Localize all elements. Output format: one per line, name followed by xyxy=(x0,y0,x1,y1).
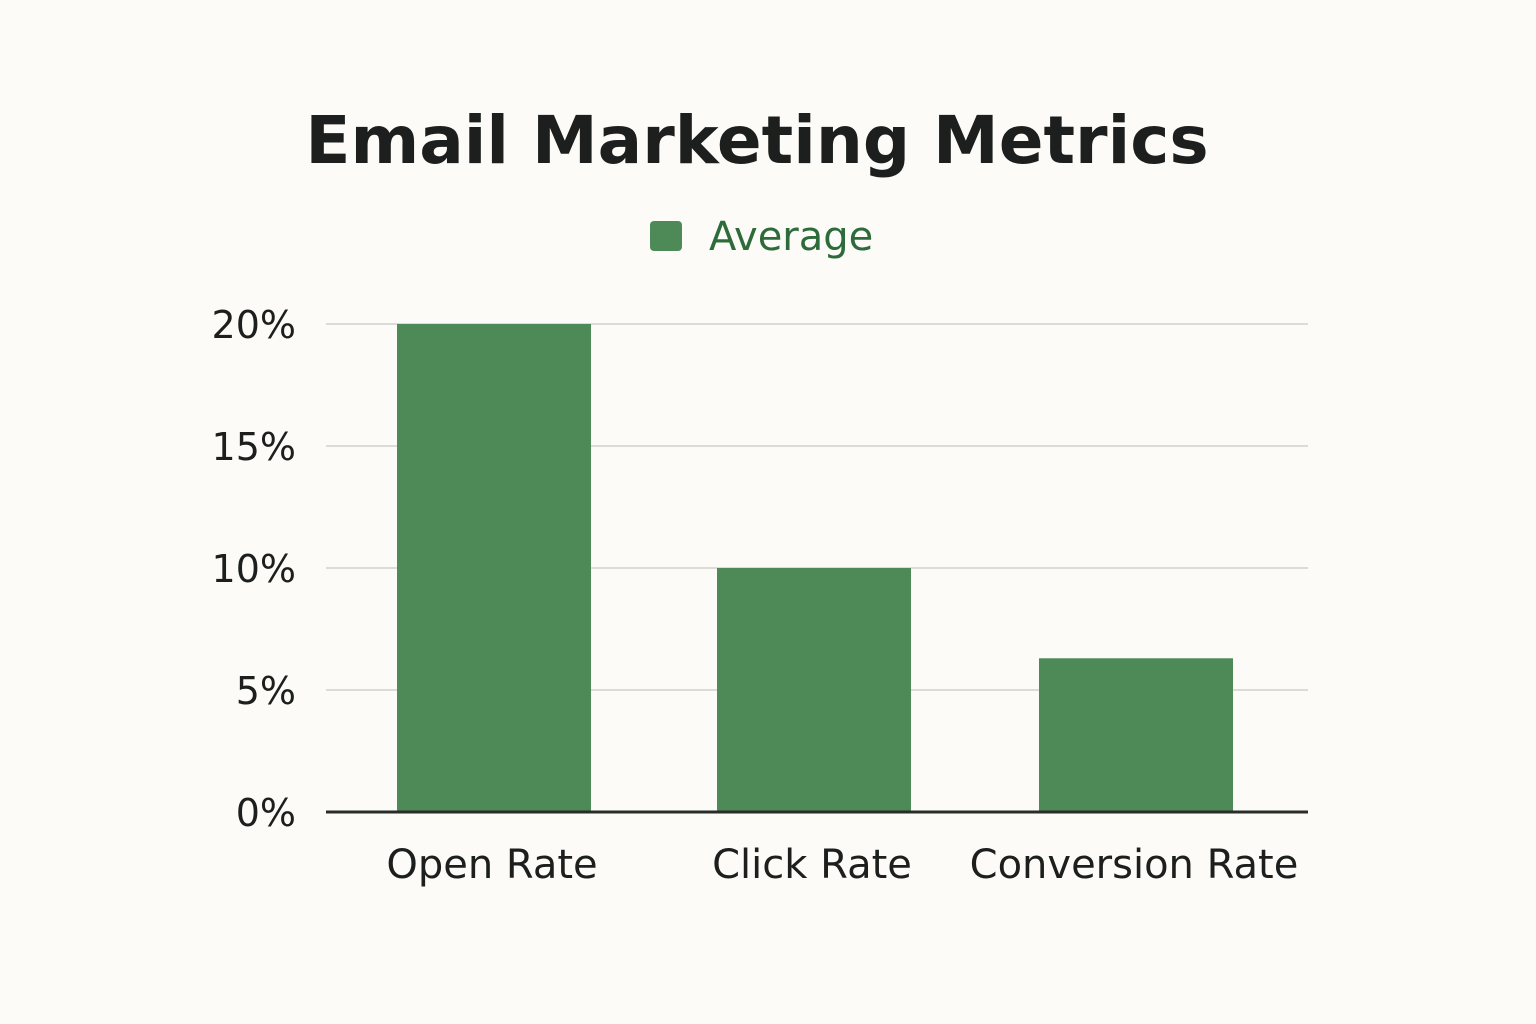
x-category-label-2: Conversion Rate xyxy=(970,842,1299,888)
bars xyxy=(397,324,1233,812)
bar-open-rate xyxy=(397,324,591,812)
x-category-label-1: Click Rate xyxy=(712,842,912,888)
y-tick-label-4: 20% xyxy=(212,303,296,347)
x-axis-categories: Open Rate Click Rate Conversion Rate xyxy=(386,842,1298,888)
y-axis-ticks: 0% 5% 10% 15% 20% xyxy=(212,303,296,835)
y-tick-label-2: 10% xyxy=(212,547,296,591)
x-category-label-0: Open Rate xyxy=(386,842,597,888)
bar-conversion-rate xyxy=(1039,658,1233,812)
legend-swatch xyxy=(650,221,682,251)
legend: Average xyxy=(650,214,873,260)
legend-label-average: Average xyxy=(709,214,873,260)
y-tick-label-1: 5% xyxy=(236,669,296,713)
chart-title: Email Marketing Metrics xyxy=(305,102,1208,179)
y-tick-label-3: 15% xyxy=(212,425,296,469)
y-tick-label-0: 0% xyxy=(236,791,296,835)
bar-click-rate xyxy=(717,568,911,812)
